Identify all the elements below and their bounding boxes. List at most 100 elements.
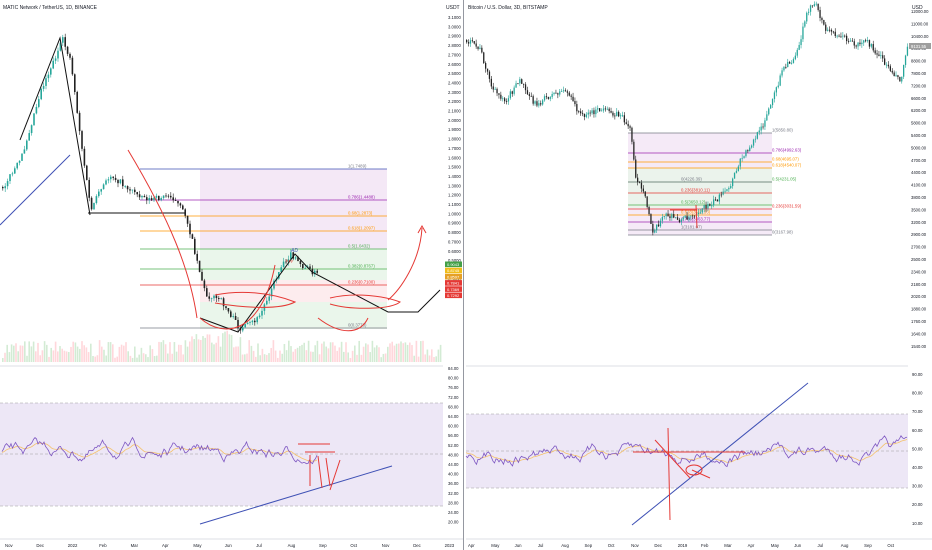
left-rsi-pane[interactable]: 84.00 80.00 76.00 72.00 68.00 64.00 60.00 56.00… bbox=[0, 365, 459, 525]
arc-drawing[interactable] bbox=[317, 317, 369, 332]
price-tag[interactable] bbox=[445, 292, 462, 299]
volume-bar bbox=[398, 343, 400, 362]
right-candle bbox=[901, 76, 903, 82]
price-tag[interactable] bbox=[445, 273, 462, 280]
right-time-axis[interactable]: Apr May Jun Jul Aug Sep Oct Nov Dec 2019 Feb Mar Apr… bbox=[466, 538, 932, 548]
time-axis-label: Jun bbox=[515, 543, 523, 548]
left-time-axis[interactable]: Nov Dec 2022 Feb Mar Apr May Jun Jul Aug Sep Oct Nov… bbox=[0, 538, 463, 548]
curve-line[interactable] bbox=[127, 149, 198, 319]
rsi-drawing[interactable] bbox=[633, 427, 745, 521]
right-candle bbox=[669, 216, 671, 218]
rsi-trendline[interactable] bbox=[199, 465, 393, 525]
volume-bar bbox=[94, 356, 96, 362]
right-candle bbox=[787, 61, 789, 68]
left-fib-retracement[interactable]: 1(1.7489) 0.786(1.4488) 0.68(1.2873) 0.618(… bbox=[140, 164, 387, 330]
right-candle bbox=[483, 52, 485, 64]
right-candle bbox=[861, 42, 863, 45]
volume-bar bbox=[147, 357, 149, 362]
volume-bar bbox=[164, 344, 167, 362]
left-candle bbox=[59, 42, 62, 51]
left-candle bbox=[134, 189, 136, 193]
left-candle bbox=[98, 191, 100, 197]
arc-drawing[interactable] bbox=[199, 264, 276, 330]
price-tag[interactable] bbox=[909, 43, 931, 49]
right-candle bbox=[730, 186, 732, 188]
volume-bar bbox=[345, 342, 347, 362]
right-chart-panel[interactable]: Bitcoin / U.S. Dollar, 3D, BITSTAMP USD … bbox=[465, 1, 932, 548]
right-candle bbox=[536, 101, 538, 106]
right-candle bbox=[690, 215, 692, 217]
left-candle bbox=[62, 37, 64, 43]
right-candle bbox=[642, 188, 644, 192]
left-chart-panel[interactable]: MATIC Network / TetherUS, 1D, BINANCE US… bbox=[0, 5, 463, 548]
right-symbol-title: Bitcoin / U.S. Dollar, 3D, BITSTAMP bbox=[468, 5, 548, 11]
price-axis-label: 3800.00 bbox=[911, 195, 927, 200]
right-candle bbox=[654, 230, 656, 233]
price-axis-label: 1.1000 bbox=[448, 202, 461, 207]
trendline[interactable] bbox=[0, 154, 71, 226]
volume-bar bbox=[160, 342, 162, 362]
volume-bar bbox=[268, 353, 270, 362]
rsi-axis-label: 52.00 bbox=[448, 443, 459, 448]
price-tag[interactable] bbox=[445, 261, 462, 268]
right-candle bbox=[789, 61, 791, 64]
arrow-up-drawing[interactable] bbox=[387, 227, 423, 301]
volume-bar bbox=[376, 345, 378, 362]
right-candle bbox=[885, 64, 888, 66]
volume-bar bbox=[235, 346, 237, 362]
volume-bar bbox=[281, 353, 283, 362]
right-fib-retracement[interactable]: 1(5850.80) 0.786(4992.63) 0.68(4695.07)0.6… bbox=[628, 128, 802, 236]
volume-bar bbox=[325, 346, 327, 362]
left-candle bbox=[102, 184, 105, 190]
left-drawings[interactable]: AD Key bbox=[0, 36, 441, 333]
right-candle bbox=[747, 150, 749, 152]
right-candle bbox=[473, 41, 475, 44]
volume-bar bbox=[244, 354, 246, 362]
oval-drawing[interactable] bbox=[329, 294, 401, 309]
right-candle bbox=[779, 75, 781, 86]
rsi-drawing[interactable] bbox=[691, 469, 711, 479]
pattern-label: AD bbox=[290, 248, 298, 254]
left-price-axis[interactable]: 3.1000 3.0000 2.9000 2.8000 2.7000 2.6000 2.50… bbox=[445, 15, 462, 299]
right-candle bbox=[847, 41, 850, 42]
volume-bar bbox=[365, 343, 367, 362]
left-candle bbox=[273, 280, 275, 289]
right-candle bbox=[640, 182, 643, 189]
price-tag[interactable] bbox=[445, 267, 462, 274]
rsi-trendline[interactable] bbox=[631, 382, 809, 526]
volume-bar bbox=[65, 351, 68, 362]
left-candle bbox=[290, 252, 292, 260]
right-price-axis[interactable]: 12000.0011000.0010400.009600.008800.0078… bbox=[909, 9, 931, 349]
oval-drawing[interactable] bbox=[214, 291, 297, 308]
right-candle bbox=[771, 98, 774, 106]
left-candle bbox=[42, 85, 45, 89]
level-mark[interactable] bbox=[695, 204, 698, 229]
left-candle bbox=[110, 176, 112, 180]
right-candle bbox=[724, 190, 726, 192]
projection-path[interactable] bbox=[199, 253, 441, 333]
rsi-drawing[interactable] bbox=[298, 443, 341, 491]
price-tag[interactable] bbox=[445, 286, 462, 292]
right-candle bbox=[906, 46, 909, 56]
left-candle bbox=[122, 179, 124, 187]
volume-bar bbox=[413, 355, 415, 362]
right-drawings[interactable] bbox=[670, 204, 698, 229]
volume-bar bbox=[321, 343, 323, 362]
left-candle bbox=[105, 180, 107, 185]
right-candle bbox=[583, 113, 586, 117]
volume-bar bbox=[109, 342, 112, 362]
right-candle bbox=[521, 79, 523, 84]
left-candle bbox=[6, 181, 9, 187]
right-rsi-pane[interactable]: 90.00 80.00 70.00 60.00 50.00 40.00 30.00 20.00… bbox=[465, 365, 923, 526]
rsi-circle-drawing[interactable] bbox=[685, 464, 703, 476]
left-candle bbox=[66, 46, 69, 54]
price-axis-label: 12000.00 bbox=[911, 9, 929, 14]
price-axis-label: 1.0000 bbox=[448, 211, 461, 216]
time-axis-label: Feb bbox=[99, 543, 107, 548]
price-tag[interactable] bbox=[445, 280, 462, 286]
right-candle bbox=[538, 103, 540, 106]
pattern-line[interactable] bbox=[19, 36, 91, 216]
time-axis-label: Sep bbox=[864, 543, 872, 548]
fib-level-label: 0.786(3363.77) bbox=[681, 217, 711, 222]
